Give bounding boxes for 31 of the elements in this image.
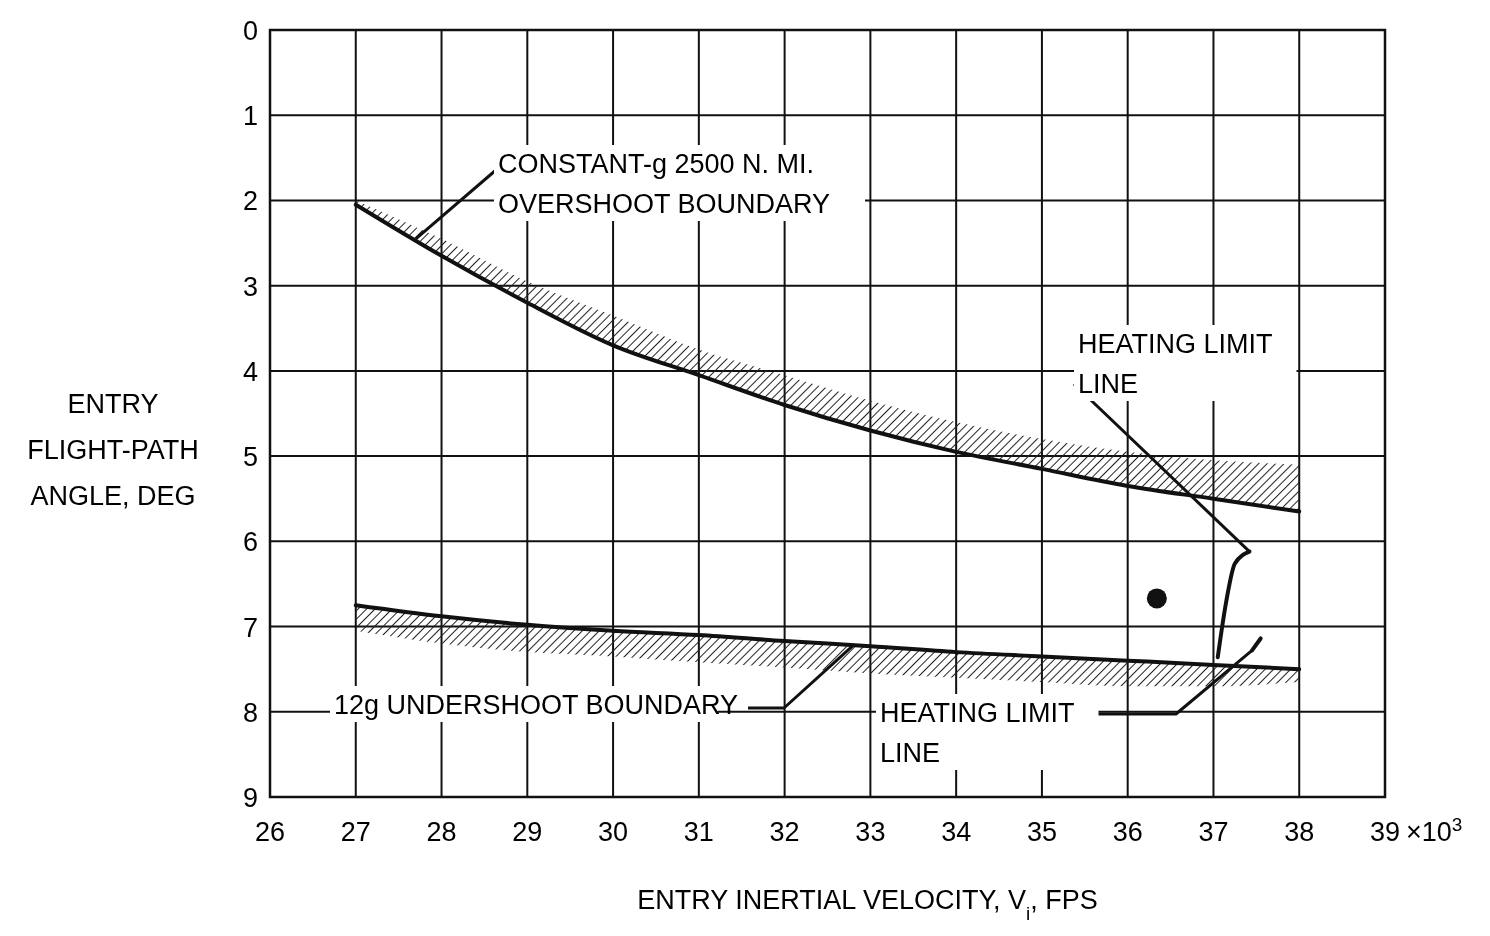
y-axis-title: ENTRY FLIGHT-PATH ANGLE, DEG	[27, 389, 199, 511]
y-tick-label: 7	[242, 612, 258, 643]
y-tick-label: 8	[242, 697, 258, 728]
x-tick-label: 34	[941, 817, 972, 847]
text: ×10$^{3}$	[1406, 813, 1463, 847]
x-tick-label: 38	[1284, 817, 1315, 847]
x-tick-label: 28	[426, 817, 457, 847]
annotation: HEATING LIMIT LINE	[1078, 329, 1273, 399]
x-tick-label: 36	[1112, 817, 1143, 847]
y-tick-label: 4	[242, 356, 258, 387]
y-tick-label: 2	[242, 186, 258, 217]
annotation: 12g UNDERSHOOT BOUNDARY	[334, 690, 739, 720]
x-axis-title: ENTRY INERTIAL VELOCITY, V$_{i}$, FPS	[637, 885, 1098, 924]
x-tick-label: 33	[855, 817, 886, 847]
y-tick-label: 1	[242, 101, 258, 132]
y-tick-label: 9	[242, 783, 258, 813]
x-tick-label: 35	[1026, 817, 1057, 847]
x-tick-label: 39	[1369, 817, 1401, 847]
x-tick-label: 29	[512, 817, 543, 847]
annotation: CONSTANT-g 2500 N. MI. OVERSHOOT BOUNDARY	[498, 149, 831, 219]
x-tick-label: 30	[598, 817, 629, 847]
y-tick-label: 0	[242, 16, 258, 46]
x-tick-label: 26	[254, 817, 286, 847]
y-tick-label: 6	[242, 527, 258, 558]
y-tick-label: 5	[242, 442, 258, 473]
x-tick-label: 32	[769, 817, 800, 847]
x-tick-label: 27	[340, 817, 371, 847]
x-tick-label: 37	[1198, 817, 1229, 847]
y-tick-label: 3	[242, 271, 258, 302]
annotation: HEATING LIMIT LINE	[880, 698, 1075, 768]
x-tick-label: 31	[683, 817, 714, 847]
